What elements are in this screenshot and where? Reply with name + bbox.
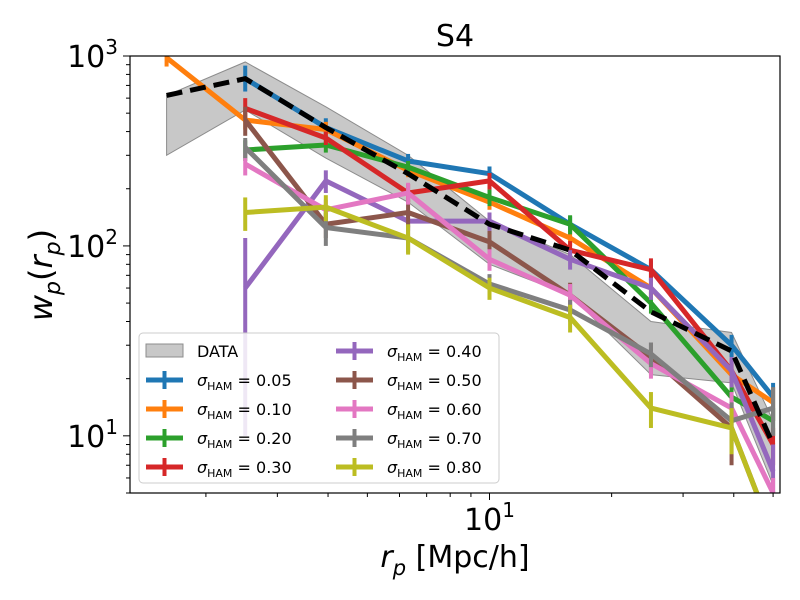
legend-item: σHAM = 0.20 — [146, 429, 292, 451]
legend-item: σHAM = 0.50 — [336, 371, 482, 393]
legend-item: σHAM = 0.30 — [146, 458, 292, 480]
legend-item: σHAM = 0.70 — [336, 429, 482, 451]
plot-frame — [129, 55, 781, 494]
legend-label: σHAM = 0.60 — [387, 400, 482, 422]
legend-item: σHAM = 0.05 — [146, 371, 292, 393]
y-axis-label: wp(rp) — [22, 229, 66, 321]
chart-title: S4 — [436, 19, 474, 54]
x-axis-label: rp [Mpc/h] — [380, 540, 529, 580]
legend-label: σHAM = 0.10 — [197, 400, 292, 422]
data-mean-line — [166, 75, 776, 446]
legend-label: DATA — [197, 342, 238, 361]
series-line — [245, 204, 760, 493]
legend-label: σHAM = 0.05 — [197, 371, 292, 393]
series-0.80 — [243, 195, 760, 493]
series-line — [243, 76, 776, 399]
legend-label: σHAM = 0.70 — [387, 429, 482, 451]
legend-label: σHAM = 0.50 — [387, 371, 482, 393]
y-tick-label: 102 — [67, 225, 118, 265]
legend-box — [138, 332, 500, 484]
legend-item: σHAM = 0.80 — [336, 458, 482, 480]
series-line — [243, 178, 776, 473]
series-group — [164, 56, 776, 493]
x-tick-label: 101 — [464, 498, 515, 538]
axis-ticks: 101 102 103 101 — [67, 35, 774, 538]
legend-label: σHAM = 0.40 — [387, 342, 482, 364]
series-line — [243, 161, 776, 493]
legend: DATA σHAM = 0.05 σHAM = 0.10 σHAM = 0.20 σHA… — [138, 332, 500, 484]
legend-label: σHAM = 0.20 — [197, 429, 292, 451]
legend-item: σHAM = 0.10 — [146, 400, 292, 422]
y-tick-label: 103 — [67, 35, 118, 75]
series-line — [243, 145, 774, 424]
legend-item: DATA — [145, 342, 238, 361]
legend-item: σHAM = 0.60 — [336, 400, 482, 422]
legend-item: σHAM = 0.40 — [336, 342, 482, 364]
series-line — [243, 118, 760, 493]
legend-label: σHAM = 0.30 — [197, 458, 292, 480]
y-tick-label: 101 — [67, 415, 118, 455]
legend-label: σHAM = 0.80 — [387, 458, 482, 480]
plot-area — [164, 56, 776, 493]
legend-swatch-data — [145, 343, 184, 358]
